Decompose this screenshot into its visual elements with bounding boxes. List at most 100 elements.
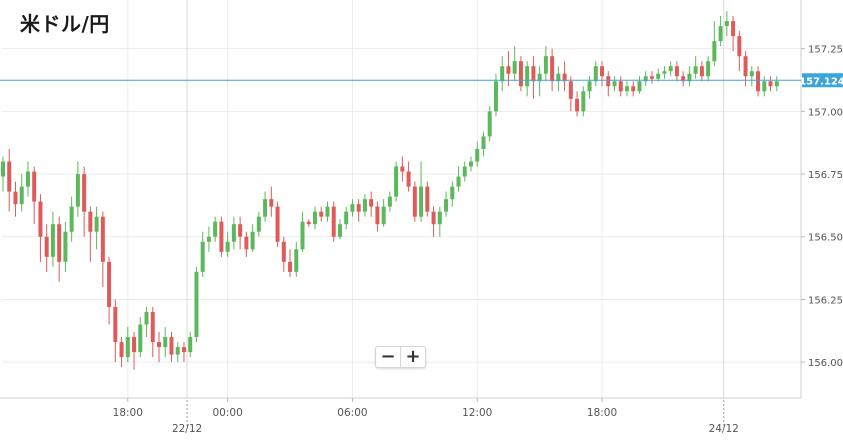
candle-body bbox=[125, 337, 130, 358]
candle-body bbox=[100, 216, 105, 262]
candle-body bbox=[706, 61, 711, 77]
candle-body bbox=[394, 166, 399, 197]
candle-body bbox=[493, 81, 498, 112]
candle-body bbox=[175, 347, 180, 355]
candle-body bbox=[637, 81, 642, 92]
candle-body bbox=[481, 136, 486, 149]
candle-body bbox=[231, 224, 236, 242]
candle-body bbox=[288, 261, 293, 272]
candle-body bbox=[238, 224, 243, 237]
candle-body bbox=[275, 206, 280, 242]
candle-body bbox=[306, 221, 311, 225]
candle-body bbox=[556, 73, 561, 82]
candle-body bbox=[525, 66, 530, 87]
x-tick-label: 18:00 bbox=[113, 407, 143, 419]
y-tick-label: 157.000 bbox=[808, 107, 843, 118]
candle-body bbox=[568, 81, 573, 99]
candle-body bbox=[13, 191, 18, 205]
candle-body bbox=[206, 236, 211, 242]
current-price-indicator: 157.124 bbox=[0, 73, 843, 88]
candle-body bbox=[32, 171, 37, 202]
candle-body bbox=[281, 241, 286, 262]
candle-body bbox=[681, 76, 686, 82]
candle-body bbox=[269, 199, 274, 207]
zoom-out-button[interactable]: − bbox=[380, 346, 396, 367]
current-price-badge bbox=[802, 73, 843, 88]
candle-body bbox=[144, 311, 149, 325]
candle-body bbox=[537, 73, 542, 82]
candle-body bbox=[313, 211, 317, 225]
candle-body bbox=[500, 66, 505, 82]
candle-body bbox=[419, 186, 424, 217]
candle-body bbox=[375, 206, 380, 225]
candle-body bbox=[581, 91, 586, 112]
candle-body bbox=[625, 86, 629, 92]
y-tick-label: 157.250 bbox=[808, 45, 843, 56]
y-tick-label: 156.000 bbox=[808, 358, 843, 369]
candle-body bbox=[119, 342, 124, 358]
zoom-controls: − + bbox=[375, 346, 426, 368]
candle-body bbox=[462, 166, 467, 177]
candle-body bbox=[518, 61, 523, 87]
candle-body bbox=[44, 236, 49, 257]
candle-body bbox=[219, 221, 224, 252]
candle-body bbox=[712, 41, 717, 62]
candle-body bbox=[88, 211, 93, 232]
candle-body bbox=[649, 76, 654, 79]
candle-body bbox=[662, 71, 667, 74]
candle-body bbox=[593, 66, 598, 82]
candle-body bbox=[213, 221, 218, 237]
candle-body bbox=[425, 186, 430, 212]
candle-body bbox=[138, 324, 143, 353]
x-tick-label: 00:00 bbox=[213, 407, 243, 419]
candle-body bbox=[731, 21, 736, 37]
candle-body bbox=[606, 76, 611, 87]
candle-body bbox=[38, 201, 43, 237]
candle-body bbox=[743, 56, 748, 77]
candle-body bbox=[250, 231, 255, 250]
candle-body bbox=[344, 211, 349, 225]
x-tick-label: 18:00 bbox=[587, 407, 617, 419]
candle-body bbox=[381, 206, 386, 225]
candle-body bbox=[163, 337, 168, 348]
candle-body bbox=[7, 161, 12, 192]
candle-body bbox=[107, 261, 112, 307]
x-tick-label: 12:00 bbox=[462, 407, 492, 419]
candle-body bbox=[550, 56, 555, 82]
candle-body bbox=[94, 216, 99, 232]
candle-body bbox=[450, 186, 455, 200]
candle-body bbox=[325, 206, 330, 217]
candle-body bbox=[674, 66, 679, 77]
candle-body bbox=[57, 224, 62, 262]
candle-body bbox=[300, 221, 305, 250]
y-tick-label: 156.500 bbox=[808, 233, 843, 244]
candle-body bbox=[263, 199, 268, 217]
zoom-in-button[interactable]: + bbox=[400, 347, 425, 367]
candle-body bbox=[369, 199, 374, 207]
candle-body bbox=[75, 174, 80, 207]
candle-body bbox=[244, 236, 249, 250]
candle-body bbox=[737, 36, 742, 57]
candle-body bbox=[531, 66, 536, 82]
candle-body bbox=[319, 211, 324, 217]
candle-body bbox=[756, 71, 761, 92]
candle-body bbox=[387, 196, 392, 207]
candle-body bbox=[718, 26, 723, 42]
candle-body bbox=[469, 161, 473, 167]
candle-body bbox=[169, 337, 174, 355]
candle-body bbox=[774, 81, 779, 87]
date-label: 22/12 bbox=[172, 423, 202, 435]
candle-body bbox=[362, 199, 367, 212]
candle-body bbox=[63, 231, 68, 262]
candle-body bbox=[350, 204, 355, 212]
candle-body bbox=[762, 81, 767, 92]
candle-body bbox=[475, 148, 480, 162]
candle-body bbox=[19, 186, 24, 205]
candle-body bbox=[113, 306, 118, 343]
candle-body bbox=[575, 98, 580, 112]
candle-body bbox=[225, 241, 230, 252]
x-tick-label: 06:00 bbox=[337, 407, 367, 419]
candle-body bbox=[331, 206, 336, 237]
candle-body bbox=[431, 211, 436, 225]
